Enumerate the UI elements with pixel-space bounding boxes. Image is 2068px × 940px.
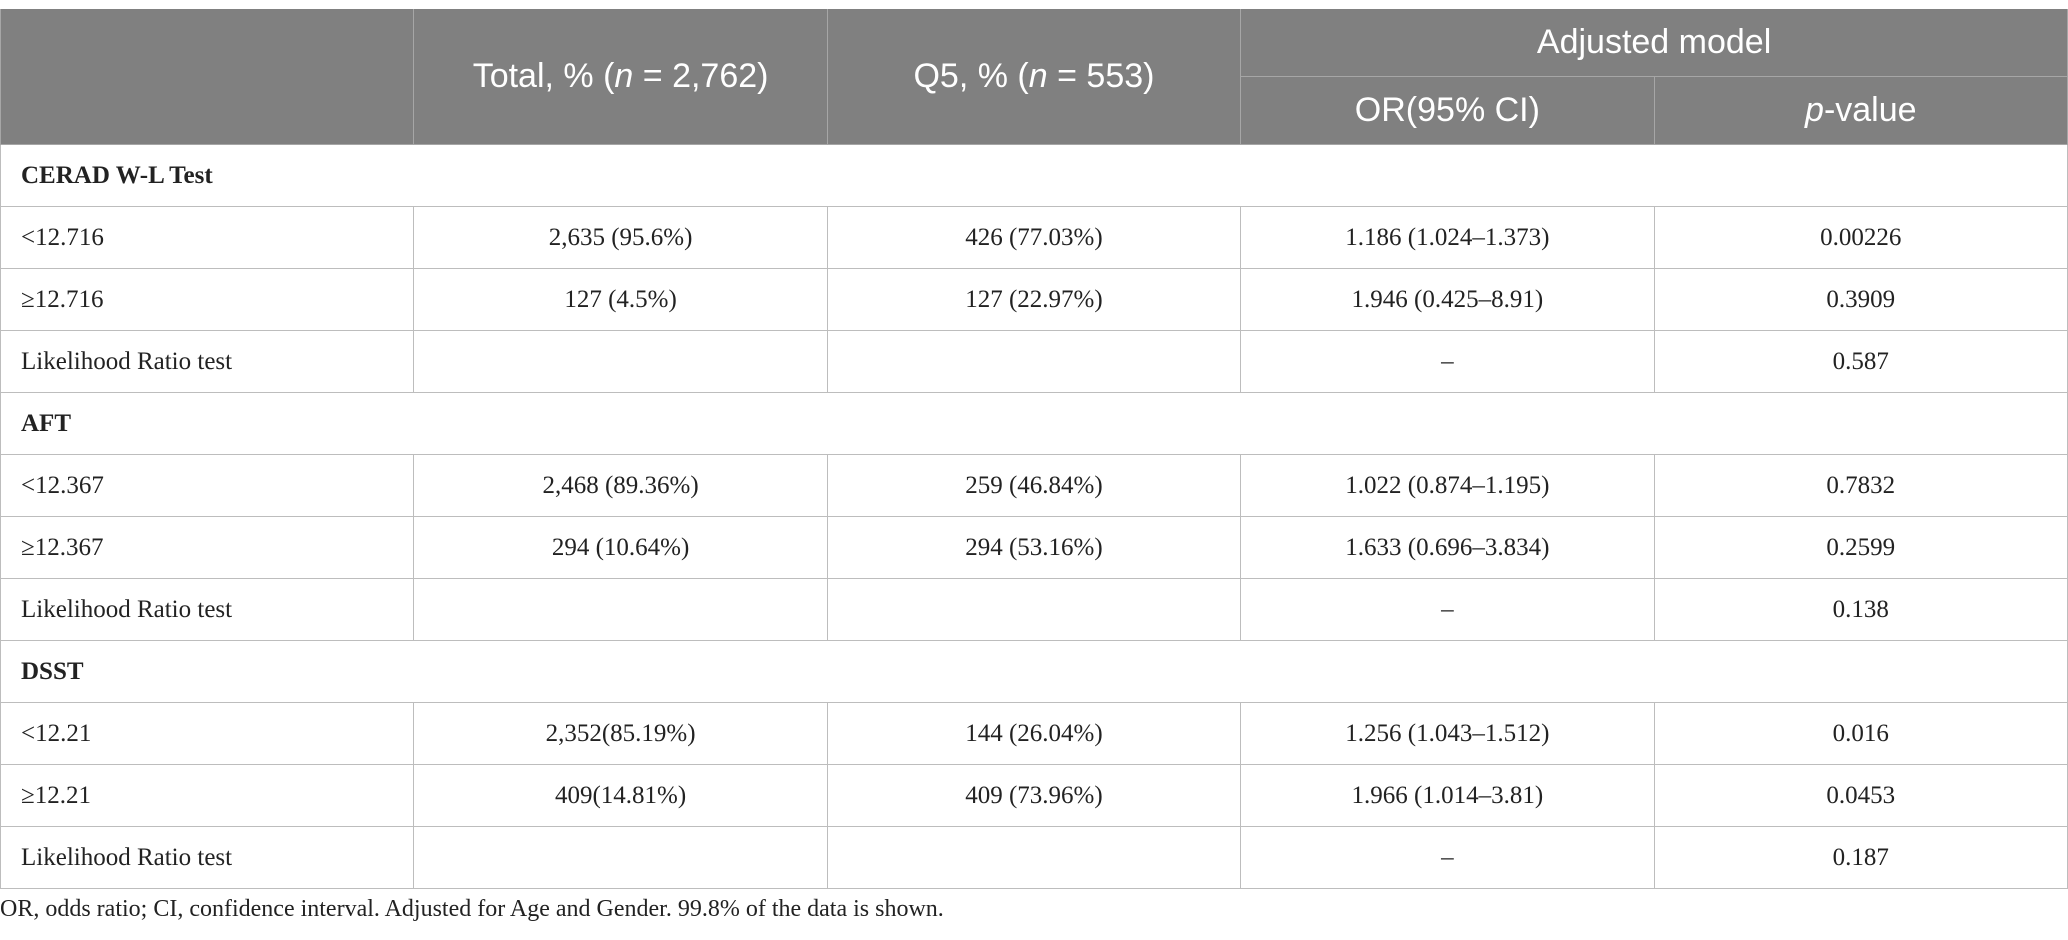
cell bbox=[413, 826, 828, 889]
cell: 0.00226 bbox=[1653, 206, 2068, 269]
cell: 0.016 bbox=[1653, 702, 2068, 765]
cell: 1.946 (0.425–8.91) bbox=[1240, 268, 1655, 331]
data-row: ≥12.367 294 (10.64%) 294 (53.16%) 1.633 (0.… bbox=[0, 516, 2068, 579]
row-label: <12.21 bbox=[0, 702, 415, 765]
row-label: ≥12.367 bbox=[0, 516, 415, 579]
header-cell: OR(95% CI) bbox=[1240, 76, 1655, 145]
cell: 2,468 (89.36%) bbox=[413, 454, 828, 517]
data-row: <12.716 2,635 (95.6%) 426 (77.03%) 1.186 (1… bbox=[0, 206, 2068, 269]
header-text: n bbox=[614, 57, 634, 95]
cell: 0.587 bbox=[1653, 330, 2068, 393]
footnote: OR, odds ratio; CI, confidence interval.… bbox=[0, 896, 944, 922]
cell: 2,352(85.19%) bbox=[413, 702, 828, 765]
cell: 294 (10.64%) bbox=[413, 516, 828, 579]
data-row: ≥12.21 409(14.81%) 409 (73.96%) 1.966 (1.01… bbox=[0, 764, 2068, 827]
cell: 1.633 (0.696–3.834) bbox=[1240, 516, 1655, 579]
header-text: n bbox=[1028, 57, 1048, 95]
section-title: AFT bbox=[0, 392, 2068, 455]
header-cell: Total, % (n = 2,762) bbox=[413, 9, 828, 145]
data-row: Likelihood Ratio test –0.187 bbox=[0, 826, 2068, 889]
cell: 1.186 (1.024–1.373) bbox=[1240, 206, 1655, 269]
section-row: CERAD W-L Test bbox=[0, 144, 2068, 207]
cell: 409 (73.96%) bbox=[826, 764, 1242, 827]
table-body: CERAD W-L Test <12.716 2,635 (95.6%) 426 (7… bbox=[0, 144, 2068, 889]
data-row: Likelihood Ratio test –0.587 bbox=[0, 330, 2068, 393]
section-title: DSST bbox=[0, 640, 2068, 703]
cell: 0.7832 bbox=[1653, 454, 2068, 517]
cell: 127 (4.5%) bbox=[413, 268, 828, 331]
header-text: OR(95% CI) bbox=[1354, 91, 1540, 129]
cell bbox=[413, 578, 828, 641]
cell: 144 (26.04%) bbox=[826, 702, 1242, 765]
cell bbox=[826, 578, 1242, 641]
header-cell: Q5, % (n = 553) bbox=[826, 9, 1242, 145]
row-label: ≥12.21 bbox=[0, 764, 415, 827]
data-row: Likelihood Ratio test –0.138 bbox=[0, 578, 2068, 641]
row-label: <12.367 bbox=[0, 454, 415, 517]
section-title: CERAD W-L Test bbox=[0, 144, 2068, 207]
cell bbox=[826, 826, 1242, 889]
cell: 294 (53.16%) bbox=[826, 516, 1242, 579]
data-row: <12.21 2,352(85.19%) 144 (26.04%) 1.256 (1.… bbox=[0, 702, 2068, 765]
data-row: <12.367 2,468 (89.36%) 259 (46.84%) 1.022 (… bbox=[0, 454, 2068, 517]
cell: – bbox=[1240, 578, 1655, 641]
cell: 0.187 bbox=[1653, 826, 2068, 889]
cell: 426 (77.03%) bbox=[826, 206, 1242, 269]
header-cell: p-value bbox=[1653, 76, 2068, 145]
cell: 127 (22.97%) bbox=[826, 268, 1242, 331]
header-text: Q5, % ( bbox=[913, 57, 1029, 95]
row-label: ≥12.716 bbox=[0, 268, 415, 331]
cell bbox=[413, 330, 828, 393]
header-text: -value bbox=[1823, 91, 1917, 129]
cell: 1.022 (0.874–1.195) bbox=[1240, 454, 1655, 517]
cell: 259 (46.84%) bbox=[826, 454, 1242, 517]
cell: 1.256 (1.043–1.512) bbox=[1240, 702, 1655, 765]
header-text: = 553) bbox=[1047, 57, 1155, 95]
header-row: OR(95% CI) p-value bbox=[1, 76, 2068, 145]
header-row: Total, % (n = 2,762) Q5, % (n = 553) Adjus… bbox=[0, 9, 2068, 145]
header-cell bbox=[0, 9, 415, 145]
cell: – bbox=[1240, 826, 1655, 889]
section-row: DSST bbox=[0, 640, 2068, 703]
data-row: ≥12.716 127 (4.5%) 127 (22.97%) 1.946 (0.42… bbox=[0, 268, 2068, 331]
header-text: Total, % ( bbox=[472, 57, 615, 95]
header-text: = 2,762) bbox=[633, 57, 769, 95]
cell: 0.0453 bbox=[1653, 764, 2068, 827]
section-row: AFT bbox=[0, 392, 2068, 455]
row-label: <12.716 bbox=[0, 206, 415, 269]
cell: 0.3909 bbox=[1653, 268, 2068, 331]
row-label: Likelihood Ratio test bbox=[0, 578, 415, 641]
table-header: Total, % (n = 2,762) Q5, % (n = 553) Adjus… bbox=[0, 9, 2068, 145]
cell: 0.2599 bbox=[1653, 516, 2068, 579]
header-text: p bbox=[1805, 91, 1824, 129]
cell bbox=[826, 330, 1242, 393]
cell: 409(14.81%) bbox=[413, 764, 828, 827]
cell: – bbox=[1240, 330, 1655, 393]
cell: 1.966 (1.014–3.81) bbox=[1240, 764, 1655, 827]
row-label: Likelihood Ratio test bbox=[0, 330, 415, 393]
results-table: Total, % (n = 2,762) Q5, % (n = 553) Adjus… bbox=[0, 9, 2068, 889]
cell: 2,635 (95.6%) bbox=[413, 206, 828, 269]
header-group: Adjusted model bbox=[1240, 9, 2068, 77]
cell: 0.138 bbox=[1653, 578, 2068, 641]
row-label: Likelihood Ratio test bbox=[0, 826, 415, 889]
